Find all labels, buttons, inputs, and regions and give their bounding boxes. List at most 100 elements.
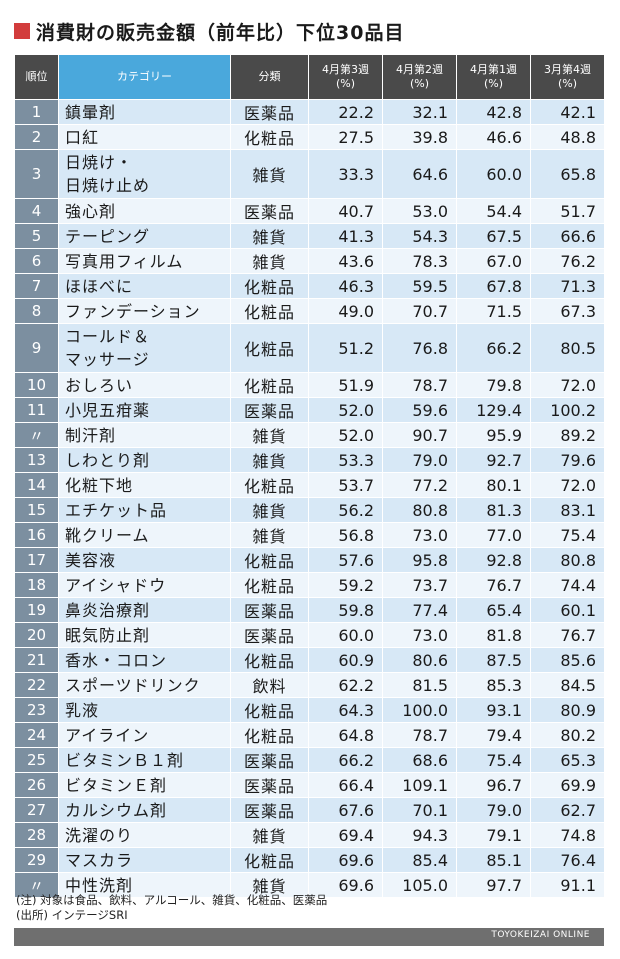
category-cell: ファンデーション: [58, 298, 231, 324]
value-cell-mar4: 65.3: [530, 747, 605, 773]
rank-cell: 24: [14, 722, 59, 748]
value-cell-apr2: 109.1: [382, 772, 457, 798]
value-cell-mar4: 89.2: [530, 422, 605, 448]
header-row: 順位 カテゴリー 分類 4月第3週 (%) 4月第2週 (%) 4月第1週 (%) 3…: [14, 54, 605, 100]
table-row: 8 ファンデーション 化粧品 49.0 70.7 71.5 67.3: [14, 298, 605, 324]
header-week-apr2: 4月第2週 (%): [382, 54, 457, 100]
value-cell-apr3: 52.0: [308, 422, 383, 448]
value-cell-apr3: 53.7: [308, 472, 383, 498]
value-cell-mar4: 85.6: [530, 647, 605, 673]
value-cell-apr2: 78.3: [382, 248, 457, 274]
value-cell-apr3: 67.6: [308, 797, 383, 823]
value-cell-apr3: 59.8: [308, 597, 383, 623]
category-cell: 靴クリーム: [58, 522, 231, 548]
type-cell: 雑貨: [230, 223, 309, 249]
header-week-mar4-unit: (%): [557, 77, 578, 90]
note-target: (注) 対象は食品、飲料、アルコール、雑貨、化粧品、医薬品: [16, 893, 328, 907]
value-cell-apr1: 67.8: [456, 273, 531, 299]
value-cell-mar4: 72.0: [530, 472, 605, 498]
value-cell-mar4: 83.1: [530, 497, 605, 523]
value-cell-apr3: 51.9: [308, 372, 383, 398]
table-row: 18 アイシャドウ 化粧品 59.2 73.7 76.7 74.4: [14, 572, 605, 598]
value-cell-apr1: 87.5: [456, 647, 531, 673]
rank-cell: 27: [14, 797, 59, 823]
type-cell: 化粧品: [230, 547, 309, 573]
value-cell-apr2: 78.7: [382, 372, 457, 398]
value-cell-mar4: 74.4: [530, 572, 605, 598]
rank-cell: 26: [14, 772, 59, 798]
value-cell-apr1: 96.7: [456, 772, 531, 798]
header-week-mar4-label: 3月第4週: [544, 63, 591, 76]
category-cell: 強心剤: [58, 198, 231, 224]
table-row: 〃制汗剤 雑貨 52.0 90.7 95.9 89.2: [14, 422, 605, 448]
category-cell: ビタミンＥ剤: [58, 772, 231, 798]
type-cell: 化粧品: [230, 572, 309, 598]
rank-cell: 11: [14, 397, 59, 423]
header-type: 分類: [230, 54, 309, 100]
value-cell-apr3: 22.2: [308, 99, 383, 125]
value-cell-apr1: 81.8: [456, 622, 531, 648]
value-cell-apr1: 71.5: [456, 298, 531, 324]
rank-cell: 20: [14, 622, 59, 648]
value-cell-apr3: 64.3: [308, 697, 383, 723]
rank-cell: 3: [14, 149, 59, 199]
value-cell-apr3: 69.4: [308, 822, 383, 848]
header-week-apr2-label: 4月第2週: [396, 63, 443, 76]
rank-cell: 23: [14, 697, 59, 723]
table-row: 〃中性洗剤 雑貨 69.6 105.0 97.7 91.1: [14, 872, 605, 898]
note-source: (出所) インテージSRI: [16, 908, 128, 922]
rank-cell: 22: [14, 672, 59, 698]
type-cell: 医薬品: [230, 99, 309, 125]
category-cell: 美容液: [58, 547, 231, 573]
value-cell-apr3: 62.2: [308, 672, 383, 698]
category-cell: 化粧下地: [58, 472, 231, 498]
value-cell-apr2: 76.8: [382, 323, 457, 373]
value-cell-mar4: 79.6: [530, 447, 605, 473]
rank-cell: 28: [14, 822, 59, 848]
value-cell-apr1: 97.7: [456, 872, 531, 898]
type-cell: 化粧品: [230, 273, 309, 299]
value-cell-apr2: 94.3: [382, 822, 457, 848]
rank-cell: 5: [14, 223, 59, 249]
table-row: 21 香水・コロン 化粧品 60.9 80.6 87.5 85.6: [14, 647, 605, 673]
value-cell-apr3: 27.5: [308, 124, 383, 150]
rank-cell: 8: [14, 298, 59, 324]
category-cell: 洗濯のり: [58, 822, 231, 848]
rank-cell: 7: [14, 273, 59, 299]
value-cell-mar4: 91.1: [530, 872, 605, 898]
table-row: 1 鎮暈剤 医薬品 22.2 32.1 42.8 42.1: [14, 99, 605, 125]
value-cell-apr2: 105.0: [382, 872, 457, 898]
category-cell: 小児五疳薬: [58, 397, 231, 423]
table-row: 27 カルシウム剤 医薬品 67.6 70.1 79.0 62.7: [14, 797, 605, 823]
category-cell: 鎮暈剤: [58, 99, 231, 125]
value-cell-mar4: 76.2: [530, 248, 605, 274]
value-cell-apr2: 95.8: [382, 547, 457, 573]
value-cell-mar4: 67.3: [530, 298, 605, 324]
value-cell-apr3: 52.0: [308, 397, 383, 423]
value-cell-apr1: 76.7: [456, 572, 531, 598]
table-row: 29 マスカラ 化粧品 69.6 85.4 85.1 76.4: [14, 847, 605, 873]
chart-title: 消費財の販売金額（前年比）下位30品目: [14, 14, 404, 48]
table-row: 10 おしろい 化粧品 51.9 78.7 79.8 72.0: [14, 372, 605, 398]
rank-cell: 〃: [14, 422, 59, 448]
value-cell-apr1: 95.9: [456, 422, 531, 448]
value-cell-apr1: 54.4: [456, 198, 531, 224]
category-cell: 乳液: [58, 697, 231, 723]
table-row: 28 洗濯のり 雑貨 69.4 94.3 79.1 74.8: [14, 822, 605, 848]
value-cell-mar4: 80.2: [530, 722, 605, 748]
header-week-apr3: 4月第3週 (%): [308, 54, 383, 100]
value-cell-apr3: 46.3: [308, 273, 383, 299]
value-cell-mar4: 66.6: [530, 223, 605, 249]
type-cell: 医薬品: [230, 772, 309, 798]
value-cell-apr1: 79.0: [456, 797, 531, 823]
value-cell-apr2: 53.0: [382, 198, 457, 224]
type-cell: 医薬品: [230, 797, 309, 823]
category-cell: アイライン: [58, 722, 231, 748]
value-cell-apr3: 60.9: [308, 647, 383, 673]
value-cell-apr1: 65.4: [456, 597, 531, 623]
value-cell-apr3: 69.6: [308, 847, 383, 873]
type-cell: 医薬品: [230, 597, 309, 623]
value-cell-apr2: 73.0: [382, 522, 457, 548]
type-cell: 化粧品: [230, 298, 309, 324]
rank-cell: 29: [14, 847, 59, 873]
